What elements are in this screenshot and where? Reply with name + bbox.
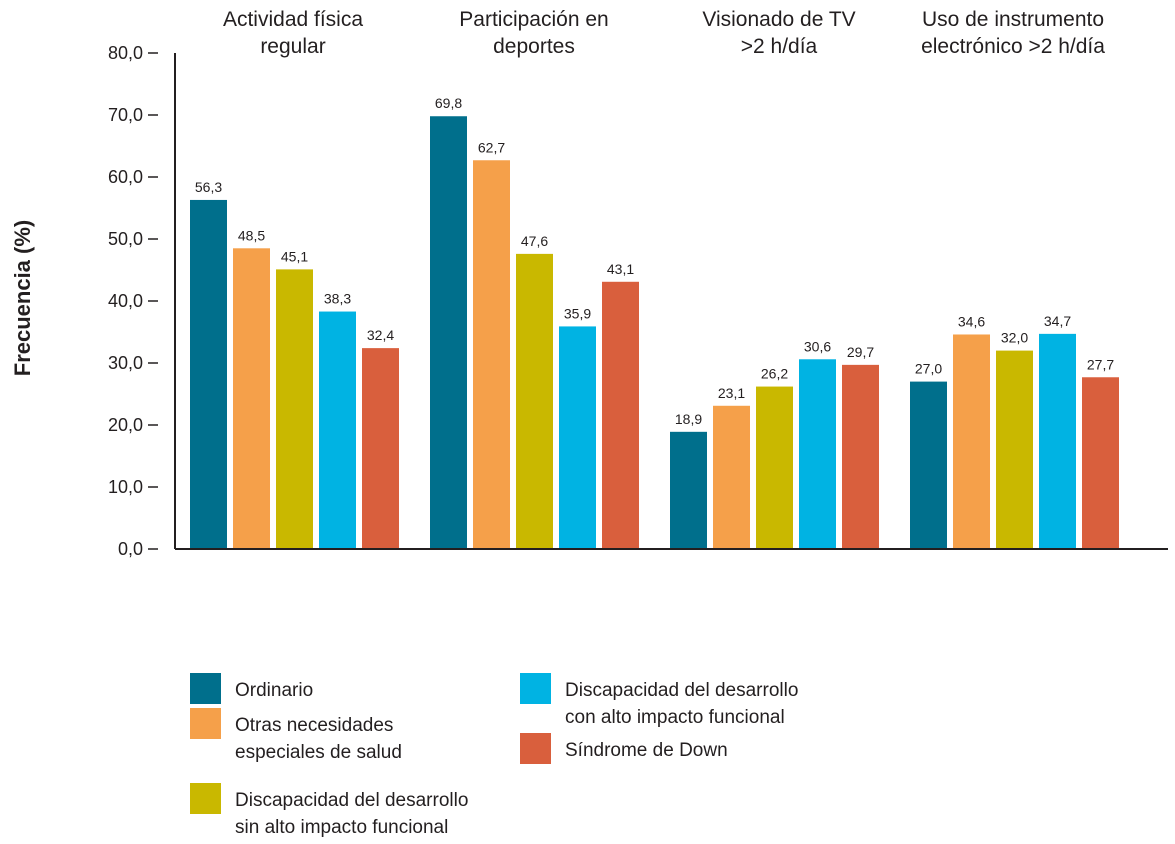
legend-swatch xyxy=(190,708,221,739)
category-label: regular xyxy=(260,35,325,58)
bar-value-label: 29,7 xyxy=(847,344,874,360)
bar-value-label: 32,4 xyxy=(367,327,394,343)
category-label: >2 h/día xyxy=(741,35,818,58)
y-tick-label: 20,0 xyxy=(108,415,143,435)
bars xyxy=(190,116,1119,550)
category-label: Visionado de TV xyxy=(702,8,855,31)
bar xyxy=(473,160,510,549)
category-label: Actividad física xyxy=(223,8,363,31)
y-tick-label: 10,0 xyxy=(108,477,143,497)
bar xyxy=(842,364,879,549)
bar xyxy=(190,199,227,549)
bar-value-label: 23,1 xyxy=(718,385,745,401)
legend-swatch xyxy=(190,783,221,814)
category-label: electrónico >2 h/día xyxy=(921,35,1105,58)
value-labels: 56,3 69,8 18,9 27,0 48,5 62,7 23,1 34,6 45,1 47,6… xyxy=(195,95,1114,427)
bar xyxy=(1082,377,1119,549)
y-tick-label: 40,0 xyxy=(108,291,143,311)
bar xyxy=(516,253,553,549)
bar-value-label: 48,5 xyxy=(238,227,265,243)
legend-swatch xyxy=(190,673,221,704)
y-tick-label: 50,0 xyxy=(108,229,143,249)
bar xyxy=(602,281,639,549)
legend-label: Discapacidad del desarrollo xyxy=(235,790,468,811)
bar-value-label: 56,3 xyxy=(195,179,222,195)
category-label: deportes xyxy=(493,35,575,58)
bar-value-label: 35,9 xyxy=(564,305,591,321)
y-tick-label: 60,0 xyxy=(108,167,143,187)
bar xyxy=(1039,333,1076,549)
bar xyxy=(799,359,836,549)
bar-value-label: 69,8 xyxy=(435,95,462,111)
bar xyxy=(276,269,313,549)
bar-value-label: 26,2 xyxy=(761,366,788,382)
legend-label: especiales de salud xyxy=(235,742,402,763)
bar xyxy=(996,350,1033,549)
legend: Ordinario Otras necesidades especiales de … xyxy=(190,673,798,838)
bar-value-label: 34,7 xyxy=(1044,313,1071,329)
y-tick-label: 70,0 xyxy=(108,105,143,125)
y-tick-label: 0,0 xyxy=(118,539,143,559)
bar-value-label: 43,1 xyxy=(607,261,634,277)
bar-value-label: 27,7 xyxy=(1087,356,1114,372)
bar-value-label: 38,3 xyxy=(324,291,351,307)
category-label: Participación en xyxy=(459,8,608,31)
y-axis: 0,0 10,0 20,0 30,0 40,0 50,0 60,0 70,0 80,0 xyxy=(108,43,176,559)
bar-value-label: 18,9 xyxy=(675,411,702,427)
bar xyxy=(430,116,467,550)
bar xyxy=(713,405,750,549)
legend-label: Discapacidad del desarrollo xyxy=(565,680,798,701)
bar-value-label: 34,6 xyxy=(958,313,985,329)
bar xyxy=(910,381,947,549)
bar-value-label: 45,1 xyxy=(281,248,308,264)
legend-swatch xyxy=(520,733,551,764)
bar xyxy=(756,386,793,549)
legend-label: sin alto impacto funcional xyxy=(235,817,448,838)
legend-label: con alto impacto funcional xyxy=(565,707,785,728)
legend-label: Otras necesidades xyxy=(235,715,393,736)
bar xyxy=(953,334,990,549)
bar-value-label: 62,7 xyxy=(478,139,505,155)
y-axis-title: Frecuencia (%) xyxy=(10,220,35,377)
legend-label: Síndrome de Down xyxy=(565,740,728,761)
bar-value-label: 47,6 xyxy=(521,233,548,249)
bar xyxy=(319,311,356,549)
legend-swatch xyxy=(520,673,551,704)
y-axis-title-group: Frecuencia (%) xyxy=(10,220,35,377)
bar xyxy=(362,348,399,549)
bar xyxy=(233,248,270,550)
bar xyxy=(559,326,596,549)
bar-value-label: 30,6 xyxy=(804,338,831,354)
bar xyxy=(670,431,707,549)
y-tick-label: 80,0 xyxy=(108,43,143,63)
bar-value-label: 32,0 xyxy=(1001,330,1028,346)
legend-label: Ordinario xyxy=(235,680,313,701)
y-tick-label: 30,0 xyxy=(108,353,143,373)
bar-value-label: 27,0 xyxy=(915,361,942,377)
category-label: Uso de instrumento xyxy=(922,8,1104,31)
category-labels: Actividad física regular Participación en d… xyxy=(223,8,1105,58)
